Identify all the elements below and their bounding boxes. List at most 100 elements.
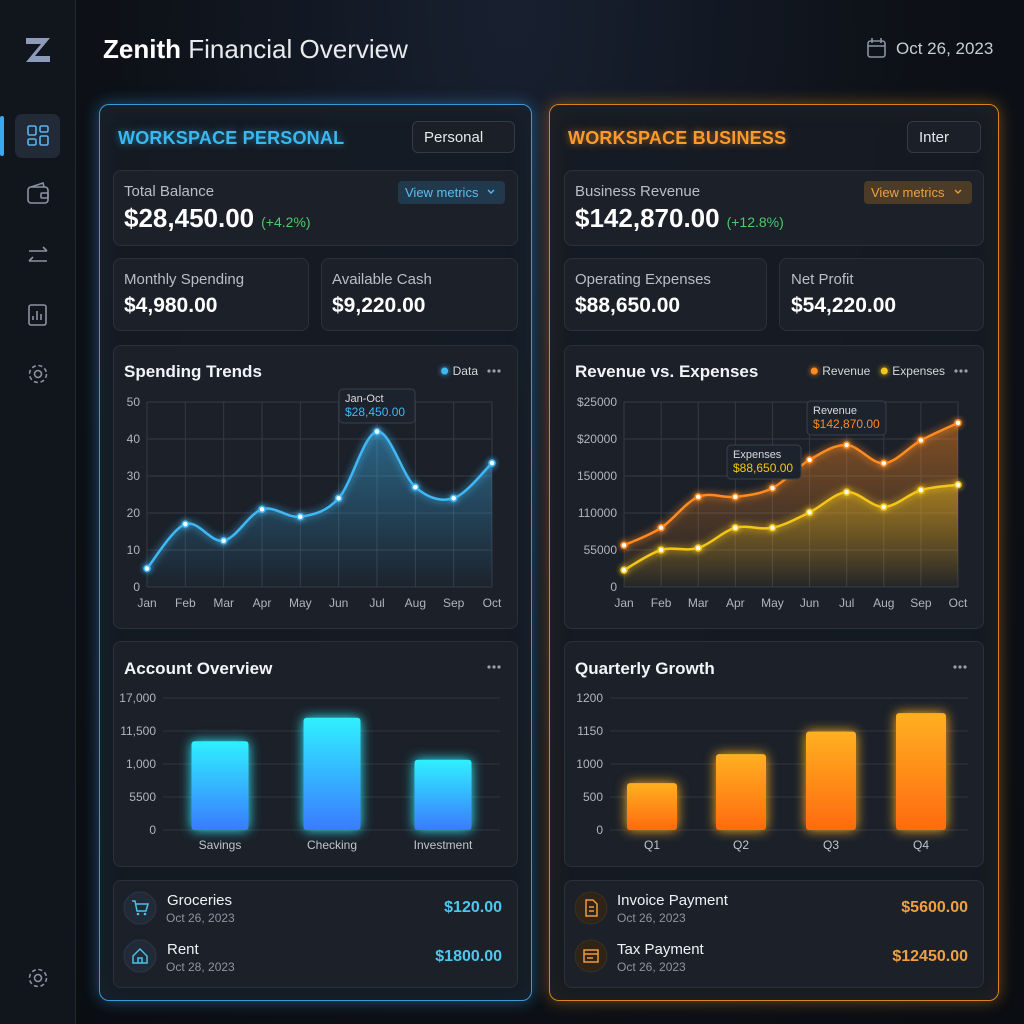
- bar: [806, 731, 856, 830]
- balance-change: (+4.2%): [261, 214, 311, 230]
- transaction-name: Tax Payment: [617, 941, 704, 958]
- point: [954, 480, 962, 489]
- x-tick-label: Sep: [910, 596, 932, 610]
- point: [731, 493, 740, 501]
- balance-card: [564, 170, 984, 246]
- x-tick-label: Feb: [651, 596, 672, 610]
- transaction-date: Oct 26, 2023: [617, 911, 686, 925]
- point: [842, 488, 851, 496]
- tooltip-title: Jan-Oct: [345, 393, 384, 405]
- legend-swatch: [880, 367, 888, 375]
- x-tick-label: Q2: [733, 838, 749, 852]
- stat-card: [113, 258, 309, 331]
- x-tick-label: Oct: [483, 596, 502, 610]
- x-tick-label: Jan: [614, 596, 633, 610]
- view-metrics-label[interactable]: View metrics: [405, 185, 479, 200]
- nav-wallet[interactable]: [27, 181, 49, 204]
- tooltip: [806, 400, 887, 436]
- y-tick-label: 0: [610, 580, 617, 594]
- area: [147, 431, 492, 587]
- balance-label: Total Balance: [124, 183, 215, 200]
- title: Financial Overview: [188, 34, 408, 64]
- nav-settings[interactable]: [28, 364, 48, 384]
- y-tick-label: 11,500: [120, 724, 156, 738]
- y-tick-label: 0: [596, 823, 603, 837]
- workspace-selector[interactable]: Personal: [412, 121, 515, 153]
- y-tick-label: $20000: [577, 432, 617, 446]
- transaction-amount: $120.00: [444, 899, 502, 916]
- y-tick-label: 0: [133, 580, 140, 594]
- x-tick-label: May: [289, 596, 312, 610]
- point: [768, 484, 777, 492]
- point: [731, 524, 740, 532]
- brand: Zenith: [103, 34, 181, 64]
- point: [768, 524, 777, 532]
- calendar-icon: [867, 38, 886, 58]
- x-tick-label: Q3: [823, 838, 839, 852]
- point: [694, 493, 702, 501]
- point: [258, 505, 266, 514]
- balance: $142,870.00 (+12.8%): [575, 203, 784, 234]
- nav-settings-bottom[interactable]: [28, 968, 48, 988]
- x-tick-label: Aug: [873, 596, 894, 610]
- point: [620, 566, 628, 574]
- point: [657, 546, 665, 554]
- nav-indicator: [0, 116, 4, 156]
- legend-swatch: [810, 367, 818, 375]
- transaction-amount: $12450.00: [892, 948, 968, 965]
- menu-dots[interactable]: [953, 665, 967, 669]
- nav-reports[interactable]: [28, 304, 47, 326]
- x-tick-label: Checking: [307, 838, 357, 852]
- stat-value: $54,220.00: [791, 294, 897, 317]
- balance-value: $142,870.00: [575, 203, 720, 233]
- view-metrics[interactable]: View metrics: [398, 181, 505, 204]
- y-tick-label: 1150: [577, 724, 603, 738]
- chart-title: Quarterly Growth: [575, 659, 715, 678]
- x-tick-label: May: [761, 596, 784, 610]
- nav-dashboard[interactable]: [27, 125, 49, 146]
- x-tick-label: Oct: [949, 596, 968, 610]
- x-tick-label: Jun: [800, 596, 819, 610]
- point: [449, 494, 458, 502]
- point: [805, 456, 814, 464]
- point: [620, 541, 628, 550]
- transaction-amount: $5600.00: [901, 899, 968, 916]
- page-title: Zenith Financial Overview: [103, 34, 408, 65]
- view-metrics-label[interactable]: View metrics: [871, 185, 945, 200]
- y-tick-label: 40: [127, 432, 141, 446]
- x-tick-label: Aug: [405, 596, 426, 610]
- chart-title: Revenue vs. Expenses: [575, 362, 758, 381]
- bar: [303, 717, 361, 830]
- x-tick-label: Jun: [329, 596, 348, 610]
- workspace-selector[interactable]: Inter: [907, 121, 981, 153]
- tooltip-title: Revenue: [813, 405, 857, 417]
- point: [917, 486, 925, 494]
- menu-dots[interactable]: [954, 369, 968, 373]
- x-tick-label: Jan: [137, 596, 156, 610]
- balance-change: (+12.8%): [726, 214, 784, 230]
- tooltip: [338, 388, 416, 424]
- nav-transfers[interactable]: [28, 246, 48, 262]
- x-tick-label: Mar: [688, 596, 709, 610]
- bar: [191, 741, 249, 830]
- transaction-name: Rent: [167, 941, 199, 958]
- menu-dots[interactable]: [487, 665, 501, 669]
- view-metrics[interactable]: View metrics: [864, 181, 972, 204]
- chevron: [487, 189, 495, 194]
- menu-dots[interactable]: [487, 369, 501, 373]
- y-tick-label: 55000: [584, 543, 618, 557]
- stat-card: [564, 258, 767, 331]
- stat-label: Net Profit: [791, 271, 854, 288]
- sidebar: [0, 0, 76, 1024]
- point: [334, 494, 343, 502]
- balance-label: Business Revenue: [575, 183, 701, 200]
- y-tick-label: 20: [127, 506, 141, 520]
- point: [181, 520, 190, 528]
- point: [657, 524, 665, 532]
- point: [805, 508, 814, 517]
- x-tick-label: Apr: [726, 596, 745, 610]
- stat-card: [779, 258, 984, 331]
